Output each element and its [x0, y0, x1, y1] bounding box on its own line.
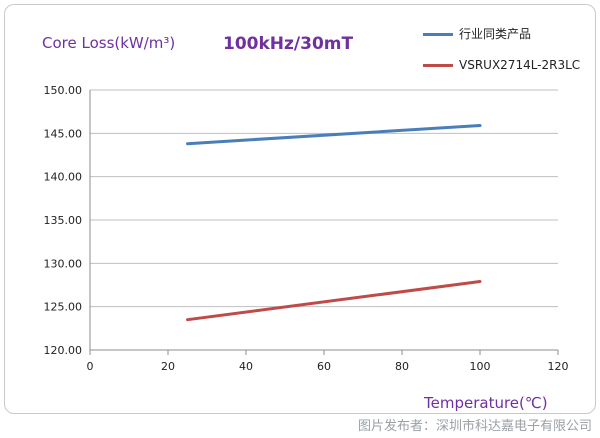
series-line-0 — [186, 124, 482, 146]
x-tick-label: 120 — [548, 360, 569, 373]
x-tick-label: 0 — [87, 360, 94, 373]
legend-item-industry: 行业同类产品 — [423, 25, 531, 42]
legend-swatch-industry — [423, 33, 453, 36]
x-tick-label: 100 — [470, 360, 491, 373]
legend-swatch-vsrux — [423, 64, 453, 67]
y-tick-label: 140.00 — [44, 171, 83, 184]
y-axis-title: Core Loss(kW/m³) — [42, 34, 176, 52]
y-tick-label: 145.00 — [44, 127, 83, 140]
y-tick-label: 135.00 — [44, 214, 83, 227]
credit-text: 图片发布者：深圳市科达嘉电子有限公司 — [357, 419, 592, 434]
x-tick-label: 40 — [239, 360, 253, 373]
x-axis-title: Temperature(℃) — [424, 394, 548, 412]
legend-label-industry: 行业同类产品 — [459, 27, 532, 41]
legend-label-vsrux: VSRUX2714L-2R3LC — [459, 58, 581, 72]
y-tick-label: 125.00 — [44, 301, 83, 314]
chart-title: 100kHz/30mT — [223, 34, 354, 54]
x-tick-label: 60 — [317, 360, 331, 373]
series-line-1 — [186, 280, 482, 322]
x-tick-label: 20 — [161, 360, 175, 373]
x-tick-label: 80 — [395, 360, 409, 373]
chart-frame — [4, 4, 596, 414]
y-tick-label: 120.00 — [44, 344, 83, 357]
y-tick-label: 150.00 — [44, 84, 83, 97]
y-tick-label: 130.00 — [44, 257, 83, 270]
legend-item-vsrux: VSRUX2714L-2R3LC — [423, 58, 580, 72]
